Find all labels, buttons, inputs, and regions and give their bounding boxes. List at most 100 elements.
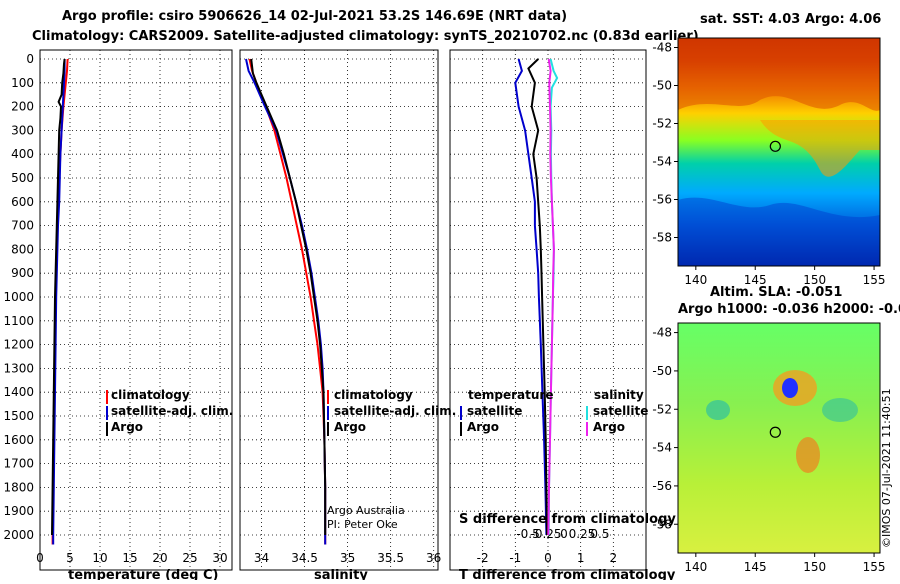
sst-map-frame [677, 37, 881, 267]
x-tick-label: -1 [509, 551, 521, 565]
depth-tick-label: 700 [11, 219, 34, 233]
x-tick-label: 15 [122, 551, 137, 565]
lat-tick-label: -48 [652, 41, 672, 55]
s-tick-label: 0.25 [569, 527, 596, 541]
lat-tick-label: -52 [652, 402, 672, 416]
x-tick-label: 35.5 [377, 551, 404, 565]
series-t-argo [527, 58, 548, 536]
lon-tick-label: 155 [863, 273, 886, 287]
x-tick-label: 34 [254, 551, 269, 565]
sst-longitude-ticks: 140 145 150 155 [684, 266, 886, 287]
figure-title-line1: Argo profile: csiro 5906626_14 02-Jul-20… [62, 9, 567, 24]
sla-map: Altim. SLA: -0.051 Argo h1000: -0.036 h2… [652, 285, 900, 574]
difference-series [514, 58, 559, 536]
s-difference-tick-labels: -0.5-0.250 0.250.5 [516, 527, 609, 541]
sla-map-frame [677, 322, 881, 554]
depth-tick-label: 500 [11, 171, 34, 185]
x-tick-label: 30 [212, 551, 227, 565]
depth-tick-label: 1300 [3, 361, 34, 375]
difference-legend-salinity: salinity satellite Argo [586, 388, 648, 436]
depth-tick-label: 800 [11, 242, 34, 256]
lat-tick-label: -50 [652, 79, 672, 93]
lon-tick-label: 145 [744, 560, 767, 574]
x-tick-label: 5 [66, 551, 74, 565]
s-tick-label: -0.5 [516, 527, 539, 541]
t-difference-axis-label: T difference from climatology [459, 568, 676, 580]
lat-tick-label: -52 [652, 117, 672, 131]
sla-eddy-low [782, 378, 798, 398]
sla-argo-location-marker [769, 426, 781, 438]
sst-map: sat. SST: 4.03 Argo: 4.06 -48 -50 -52 -54 -5… [652, 12, 885, 287]
lat-tick-label: -54 [652, 155, 672, 169]
sst-latitude-ticks: -48 -50 -52 -54 -56 -58 [652, 41, 678, 245]
sla-map-field [678, 323, 880, 553]
lon-tick-label: 155 [863, 560, 886, 574]
series-t-satellite [514, 58, 548, 536]
x-tick-label: 1 [577, 551, 585, 565]
sla-colour-field [678, 323, 880, 553]
sst-map-title: sat. SST: 4.03 Argo: 4.06 [700, 12, 881, 27]
legend-label-argo: Argo [334, 420, 366, 434]
depth-tick-label: 1000 [3, 290, 34, 304]
depth-tick-label: 1700 [3, 457, 34, 471]
sla-map-title-line2: Argo h1000: -0.036 h2000: -0.072 [678, 302, 900, 317]
depth-tick-label: 1800 [3, 480, 34, 494]
depth-tick-label: 1600 [3, 433, 34, 447]
depth-tick-label: 900 [11, 266, 34, 280]
sla-latitude-ticks: -48 -50 -52 -54 -56 -58 [652, 326, 678, 531]
depth-tick-label: 300 [11, 123, 34, 137]
salinity-legend: climatology satellite-adj. clim. Argo [327, 388, 456, 436]
sst-argo-location-marker [769, 140, 781, 152]
sla-cool-eddy-east [822, 398, 858, 422]
lat-tick-label: -56 [652, 193, 672, 207]
salinity-plot-frame [239, 49, 439, 571]
salinity-grid [240, 50, 438, 570]
depth-tick-label: 400 [11, 147, 34, 161]
x-tick-label: 10 [92, 551, 107, 565]
x-tick-label: 34.5 [291, 551, 318, 565]
sst-warm-tongue [760, 120, 880, 177]
temperature-plot-frame [39, 49, 233, 571]
sla-warm-eddy [796, 437, 820, 473]
lon-tick-label: 140 [684, 273, 707, 287]
depth-tick-label: 0 [26, 52, 34, 66]
imos-credit: ©IMOS 07-Jul-2021 11:40:51 [880, 388, 893, 548]
legend-title-temperature: temperature [468, 388, 553, 402]
depth-tick-labels: 0 100 200 300 400 500 600 700 800 900 1000 1100 1200… [3, 52, 34, 542]
lon-tick-label: 145 [744, 273, 767, 287]
salinity-tick-labels: 34 34.5 35 35.5 36 [254, 551, 441, 565]
depth-tick-label: 200 [11, 100, 34, 114]
difference-grid [450, 50, 646, 570]
series-argo [51, 58, 66, 536]
x-tick-label: -2 [477, 551, 489, 565]
depth-tick-label: 1200 [3, 338, 34, 352]
temperature-series [51, 58, 69, 545]
credit-pi: PI: Peter Oke [327, 518, 398, 531]
temperature-tick-labels: 0 5 10 15 20 25 30 [36, 551, 227, 565]
legend-label-argo: Argo [111, 420, 143, 434]
depth-tick-label: 100 [11, 76, 34, 90]
sla-map-title-line1: Altim. SLA: -0.051 [710, 285, 842, 300]
difference-panel: -2 -1 0 1 2 -0.5-0.250 0.250.5 S difference f… [449, 49, 676, 583]
lat-tick-label: -58 [652, 231, 672, 245]
sla-cool-eddy-west [706, 400, 730, 420]
temperature-panel: 0100200300400500600700800900100011001200… [3, 49, 233, 583]
legend-label-satellite-adj: satellite-adj. clim. [111, 404, 233, 418]
temperature-grid [39, 50, 232, 570]
depth-tick-label: 600 [11, 195, 34, 209]
s-tick-label: 0 [560, 527, 568, 541]
salinity-panel: 34 34.5 35 35.5 36 salinity climatology sate… [239, 49, 456, 583]
lat-tick-label: -50 [652, 364, 672, 378]
x-tick-label: 0 [544, 551, 552, 565]
legend-label-climatology: climatology [111, 388, 190, 402]
temperature-legend: climatology satellite-adj. clim. Argo [106, 388, 233, 436]
salinity-axis-label: salinity [314, 568, 368, 580]
x-tick-label: 36 [426, 551, 441, 565]
sst-cold-water [678, 197, 880, 266]
x-tick-label: 35 [340, 551, 355, 565]
legend-label-satellite-adj: satellite-adj. clim. [334, 404, 456, 418]
depth-tick-label: 2000 [3, 528, 34, 542]
s-difference-axis-label: S difference from climatology [459, 512, 676, 527]
salinity-series [245, 58, 327, 545]
